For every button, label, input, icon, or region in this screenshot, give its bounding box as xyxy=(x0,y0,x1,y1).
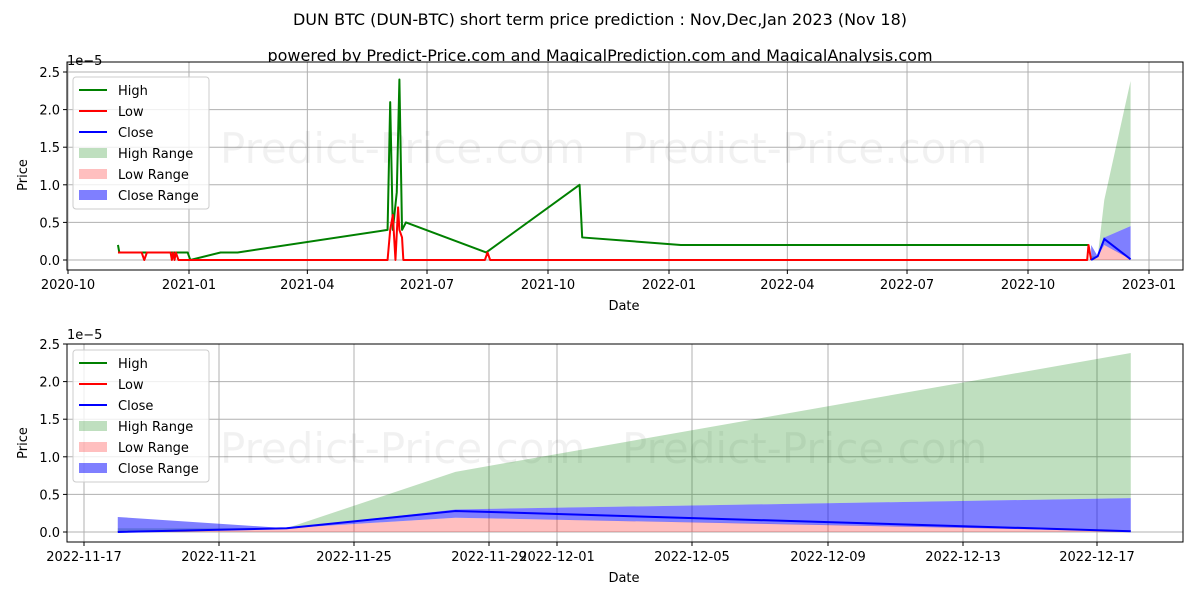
x-tick-label: 2021-01 xyxy=(162,278,216,293)
legend-label: Low Range xyxy=(118,168,189,183)
y-tick-label: 2.0 xyxy=(39,376,60,391)
top-y-axis-label: Price xyxy=(16,159,31,191)
legend-item-low: Low xyxy=(79,105,144,120)
x-tick-label: 2020-10 xyxy=(41,278,95,293)
bottom-y-scale-label: 1e−5 xyxy=(67,328,102,343)
top-legend: High Low Close High Range Low Range Close Ran… xyxy=(72,76,210,210)
top-y-axis: 0.0 0.5 1.0 1.5 2.0 2.5 xyxy=(39,66,67,269)
bottom-y-axis-label: Price xyxy=(16,427,31,459)
legend-patch-swatch xyxy=(79,463,107,473)
legend-item-close: Close xyxy=(79,399,153,414)
legend-item-high-range: High Range xyxy=(79,420,193,435)
x-tick-label: 2021-04 xyxy=(280,278,334,293)
legend-item-close-range: Close Range xyxy=(79,189,199,204)
y-tick-label: 2.5 xyxy=(39,338,60,353)
close-line xyxy=(1090,237,1132,261)
legend-label: Close Range xyxy=(118,189,199,204)
low-range-area xyxy=(117,517,1131,532)
y-tick-label: 0.5 xyxy=(39,488,60,503)
x-tick-label: 2021-10 xyxy=(521,278,575,293)
legend-patch-swatch xyxy=(79,148,107,158)
legend-label: High Range xyxy=(118,147,193,162)
legend-item-high-range: High Range xyxy=(79,147,193,162)
y-tick-label: 1.5 xyxy=(39,413,60,428)
x-tick-label: 2022-10 xyxy=(1001,278,1055,293)
legend-patch-swatch xyxy=(79,442,107,452)
high-line xyxy=(116,78,1089,261)
x-tick-label: 2022-12-05 xyxy=(654,550,730,565)
y-tick-label: 0.5 xyxy=(39,216,60,231)
legend-item-close-range: Close Range xyxy=(79,462,199,477)
legend-item-low: Low xyxy=(79,378,144,393)
top-series xyxy=(116,78,1132,261)
high-range-area xyxy=(1091,81,1131,260)
y-tick-label: 0.0 xyxy=(39,526,60,541)
x-tick-label: 2023-01 xyxy=(1122,278,1176,293)
legend-label: Low xyxy=(118,378,144,393)
top-y-scale-label: 1e−5 xyxy=(67,54,102,69)
y-tick-label: 1.0 xyxy=(39,451,60,466)
legend-item-low-range: Low Range xyxy=(79,441,189,456)
y-tick-label: 2.5 xyxy=(39,66,60,81)
bottom-legend: High Low Close High Range Low Range Close Ran… xyxy=(72,349,210,483)
top-x-axis-label: Date xyxy=(608,299,639,314)
watermark: Predict-Price.com xyxy=(220,124,585,173)
legend-item-high: High xyxy=(79,84,148,99)
x-tick-label: 2022-01 xyxy=(642,278,696,293)
bottom-x-axis-label: Date xyxy=(608,571,639,586)
chart-title: DUN BTC (DUN-BTC) short term price predi… xyxy=(292,10,907,29)
top-plot-area xyxy=(67,62,1183,270)
x-tick-label: 2022-11-21 xyxy=(181,550,257,565)
legend-label: High xyxy=(118,84,148,99)
top-plot-frame xyxy=(66,61,1184,271)
x-tick-label: 2022-12-01 xyxy=(519,550,595,565)
legend-label: Low xyxy=(118,105,144,120)
bottom-plot-frame xyxy=(66,343,1184,543)
chart-subtitle: powered by Predict-Price.com and Magical… xyxy=(267,46,933,65)
x-tick-label: 2022-12-13 xyxy=(925,550,1001,565)
watermark: Predict-Price.com xyxy=(622,424,987,473)
high-range-area xyxy=(117,353,1131,532)
top-chart: Predict-Price.com Predict-Price.com 0.00… xyxy=(16,54,1184,314)
x-tick-label: 2021-07 xyxy=(400,278,454,293)
x-tick-label: 2022-12-17 xyxy=(1059,550,1135,565)
x-tick-label: 2022-12-09 xyxy=(790,550,866,565)
watermark: Predict-Price.com xyxy=(622,124,987,173)
top-x-axis: 2020-10 2021-01 2021-04 2021-07 2021-10 2022-… xyxy=(41,270,1176,293)
low-range-area xyxy=(1091,244,1131,260)
legend-item-close: Close xyxy=(79,126,153,141)
legend-label: High Range xyxy=(118,420,193,435)
watermark: Predict-Price.com xyxy=(220,424,585,473)
legend-patch-swatch xyxy=(79,169,107,179)
bottom-chart: Predict-Price.com Predict-Price.com 0.00… xyxy=(16,328,1184,586)
bottom-series xyxy=(117,353,1131,533)
bottom-x-axis: 2022-11-17 2022-11-21 2022-11-25 2022-11-29… xyxy=(46,542,1135,565)
legend-patch-swatch xyxy=(79,190,107,200)
legend-label: High xyxy=(118,357,148,372)
x-tick-label: 2022-07 xyxy=(880,278,934,293)
y-tick-label: 1.0 xyxy=(39,179,60,194)
x-tick-label: 2022-04 xyxy=(760,278,814,293)
legend-label: Close xyxy=(118,126,153,141)
bottom-y-axis: 0.0 0.5 1.0 1.5 2.0 2.5 xyxy=(39,338,67,541)
y-tick-label: 1.5 xyxy=(39,141,60,156)
legend-patch-swatch xyxy=(79,421,107,431)
low-line xyxy=(117,206,1093,261)
y-tick-label: 2.0 xyxy=(39,104,60,119)
legend-item-low-range: Low Range xyxy=(79,168,189,183)
legend-label: Close xyxy=(118,399,153,414)
x-tick-label: 2022-11-17 xyxy=(46,550,122,565)
y-tick-label: 0.0 xyxy=(39,254,60,269)
legend-item-high: High xyxy=(79,357,148,372)
legend-label: Low Range xyxy=(118,441,189,456)
close-line xyxy=(117,509,1131,533)
legend-label: Close Range xyxy=(118,462,199,477)
x-tick-label: 2022-11-29 xyxy=(451,550,527,565)
x-tick-label: 2022-11-25 xyxy=(316,550,392,565)
